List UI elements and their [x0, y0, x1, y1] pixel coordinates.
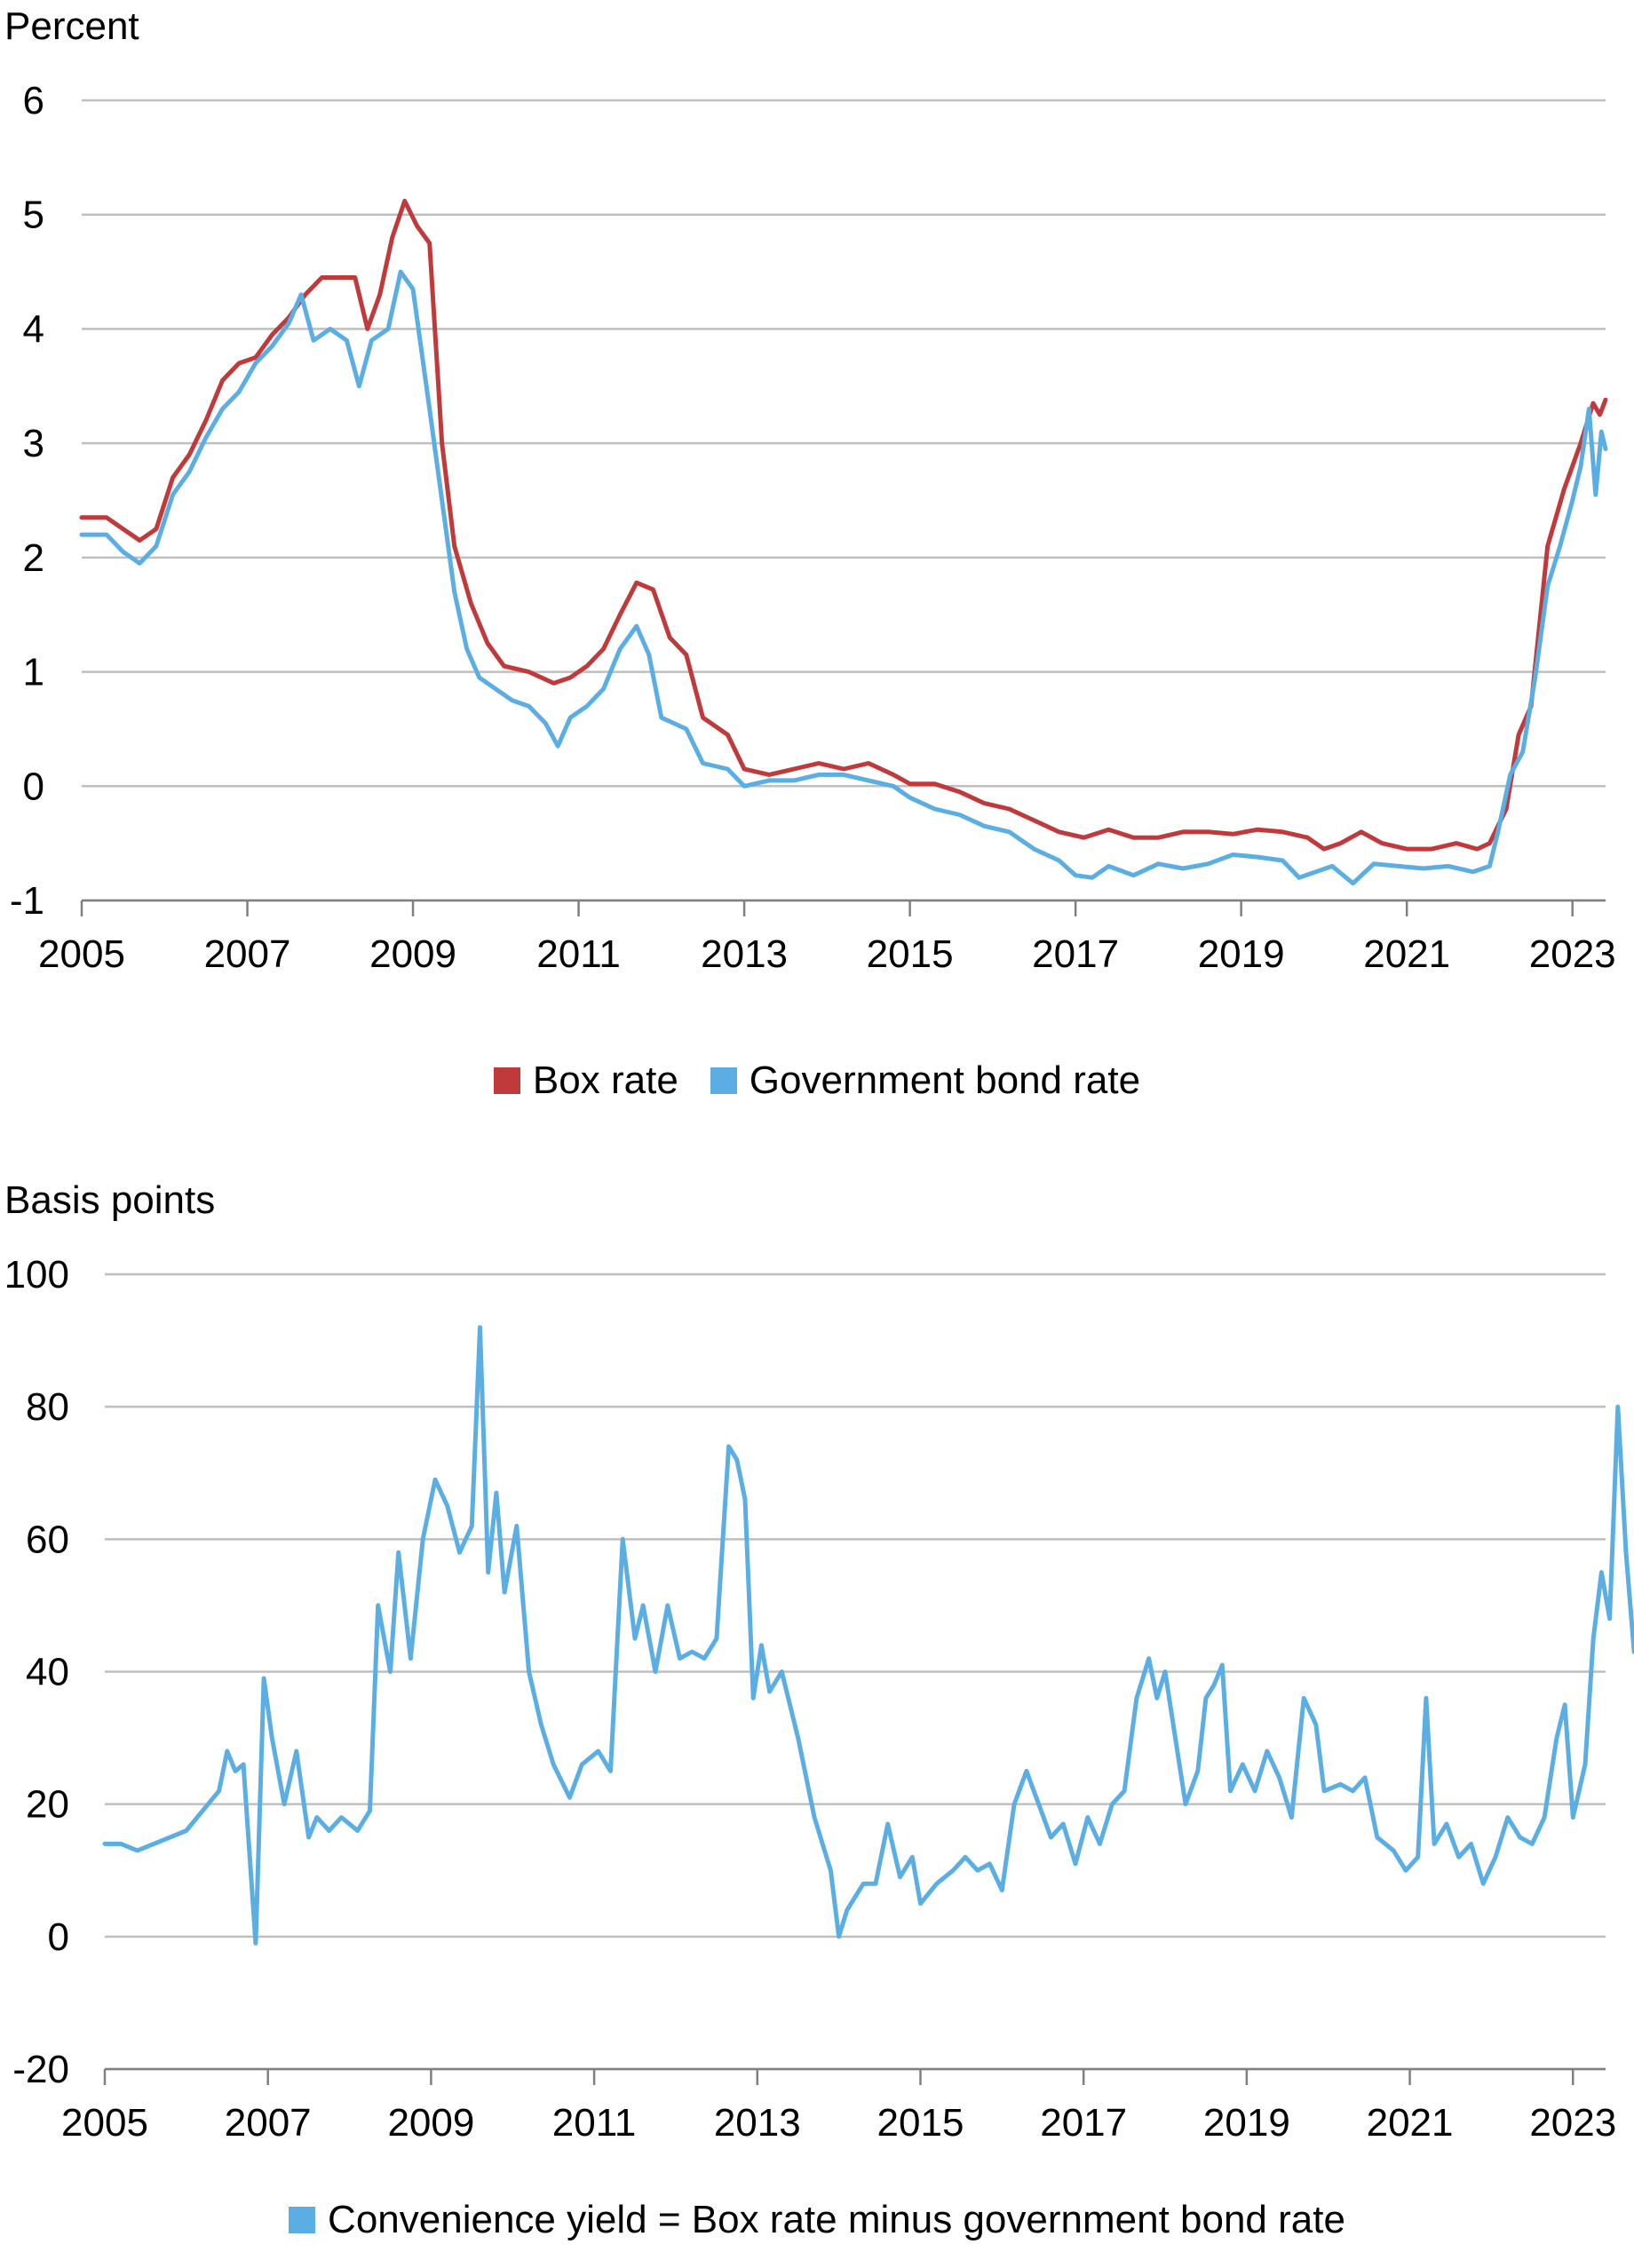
- series-line-box-rate: [79, 198, 1608, 852]
- bottom-legend: Convenience yield = Box rate minus gover…: [0, 2201, 1634, 2240]
- legend-item-box-rate: Box rate: [493, 1059, 678, 1102]
- y-tick-label: 3: [23, 422, 44, 465]
- bottom-gridlines: [105, 1273, 1606, 2071]
- top-series-group: [79, 198, 1608, 886]
- convenience-yield-swatch: [289, 2207, 316, 2233]
- y-tick-label: 2: [23, 536, 44, 580]
- legend-item-gov-bond-rate: Government bond rate: [710, 1061, 1140, 1100]
- x-tick-label: 2017: [1032, 932, 1119, 976]
- gov-bond-rate-swatch: [710, 1067, 737, 1094]
- x-tick-label: 2015: [877, 2101, 964, 2145]
- legend-label-convenience-yield: Convenience yield = Box rate minus gover…: [328, 2198, 1345, 2241]
- legend-label-gov-bond-rate: Government bond rate: [749, 1059, 1141, 1102]
- x-tick-label: 2005: [38, 932, 125, 976]
- bottom-line-chart: -20 0 20 40 60 80 100 2005 2007 2009 2011 2013 2015…: [4, 1253, 1634, 2145]
- x-tick-label: 2015: [867, 932, 954, 976]
- x-tick-label: 2011: [552, 2101, 637, 2145]
- y-tick-label: 6: [23, 79, 44, 123]
- series-line-government-bond-rate: [79, 269, 1608, 886]
- y-tick-label: 80: [26, 1385, 69, 1429]
- top-chart-unit-label: Percent: [4, 4, 139, 48]
- top-y-axis-ticks: -1 0 1 2 3 4 5 6: [10, 79, 44, 923]
- x-tick-label: 2007: [204, 932, 291, 976]
- y-tick-label: -20: [12, 2048, 69, 2091]
- y-tick-label: 100: [4, 1253, 69, 1297]
- x-tick-label: 2017: [1040, 2101, 1127, 2145]
- bottom-y-axis-ticks: -20 0 20 40 60 80 100: [4, 1253, 69, 2091]
- x-tick-label: 2023: [1529, 932, 1616, 976]
- x-tick-label: 2007: [225, 2101, 312, 2145]
- x-tick-label: 2005: [61, 2101, 148, 2145]
- top-x-axis: 2005 2007 2009 2011 2013 2015 2017 2019 2021 2023: [38, 899, 1616, 976]
- bottom-series-group: [102, 1325, 1634, 1946]
- y-tick-label: 5: [23, 194, 44, 237]
- y-tick-label: 1: [23, 651, 44, 694]
- y-tick-label: 0: [48, 1915, 69, 1959]
- x-tick-label: 2021: [1363, 932, 1450, 976]
- y-tick-label: 0: [23, 765, 44, 808]
- legend-item-convenience-yield: Convenience yield = Box rate minus gover…: [289, 2201, 1345, 2240]
- bottom-chart-unit-label: Basis points: [4, 1178, 216, 1222]
- x-tick-label: 2013: [714, 2101, 801, 2145]
- x-tick-label: 2009: [387, 2101, 474, 2145]
- top-legend: Box rate Government bond rate: [0, 1061, 1634, 1100]
- x-tick-label: 2023: [1529, 2101, 1616, 2145]
- y-tick-label: -1: [10, 879, 44, 923]
- y-tick-label: 20: [26, 1783, 69, 1827]
- legend-label-box-rate: Box rate: [532, 1059, 678, 1102]
- box-rate-swatch: [493, 1067, 520, 1094]
- y-tick-label: 40: [26, 1651, 69, 1694]
- bottom-x-axis: 2005 2007 2009 2011 2013 2015 2017 2019 2021 2023: [61, 2067, 1616, 2145]
- x-tick-label: 2011: [536, 932, 621, 976]
- x-tick-label: 2009: [369, 932, 456, 976]
- x-tick-label: 2019: [1198, 932, 1285, 976]
- x-tick-label: 2013: [701, 932, 788, 976]
- y-tick-label: 4: [23, 307, 44, 351]
- x-tick-label: 2021: [1367, 2101, 1454, 2145]
- y-tick-label: 60: [26, 1518, 69, 1561]
- top-gridlines: [82, 99, 1606, 902]
- x-tick-label: 2019: [1203, 2101, 1290, 2145]
- series-line-convenience-yield-box-rate-minus-government-bond-rate: [102, 1325, 1634, 1946]
